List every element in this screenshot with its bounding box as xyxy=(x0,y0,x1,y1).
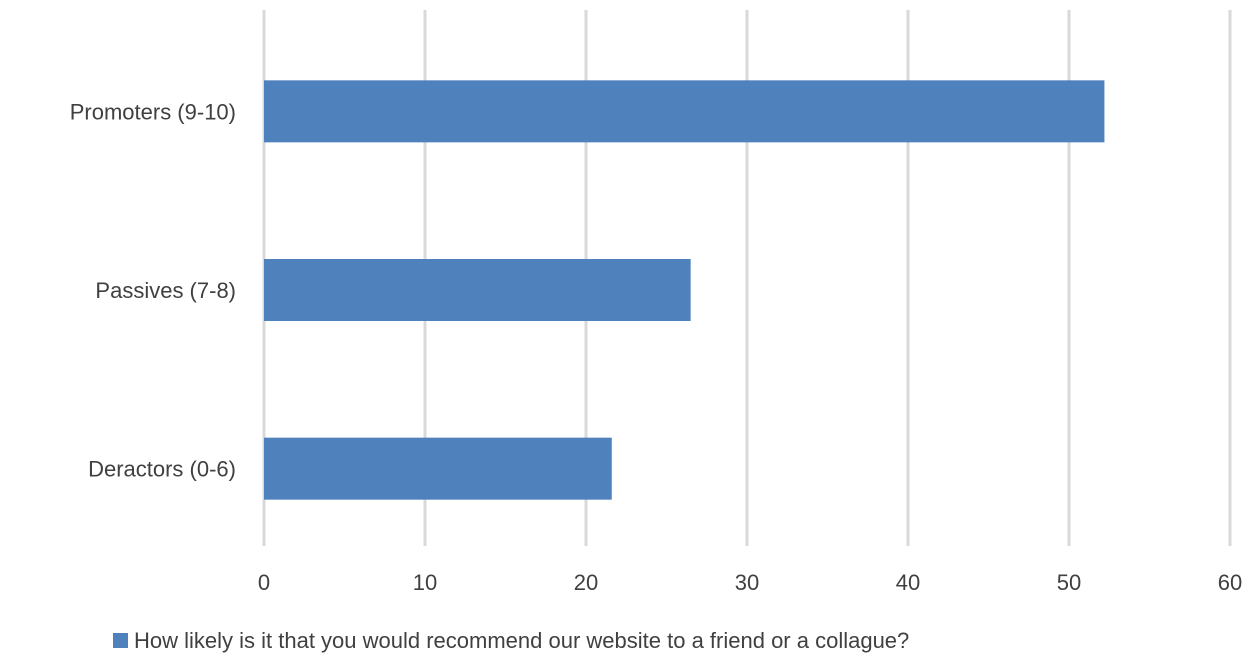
category-label: Passives (7-8) xyxy=(95,278,236,303)
x-tick-label: 60 xyxy=(1218,570,1242,595)
x-tick-label: 50 xyxy=(1057,570,1081,595)
legend-label: How likely is it that you would recommen… xyxy=(134,628,909,653)
x-tick-label: 10 xyxy=(413,570,437,595)
x-axis-tick-labels: 0 10 20 30 40 50 60 xyxy=(258,570,1242,595)
legend-swatch xyxy=(113,633,128,648)
x-tick-label: 30 xyxy=(735,570,759,595)
bars xyxy=(264,80,1105,500)
x-tick-label: 0 xyxy=(258,570,270,595)
category-label: Deractors (0-6) xyxy=(88,457,236,482)
bar xyxy=(264,259,691,321)
x-tick-label: 20 xyxy=(574,570,598,595)
category-label: Promoters (9-10) xyxy=(70,99,236,124)
bar xyxy=(264,80,1105,143)
legend: How likely is it that you would recommen… xyxy=(113,628,909,653)
bar xyxy=(264,437,612,500)
x-tick-label: 40 xyxy=(896,570,920,595)
category-labels: Promoters (9-10) Passives (7-8) Deractors … xyxy=(70,99,236,481)
